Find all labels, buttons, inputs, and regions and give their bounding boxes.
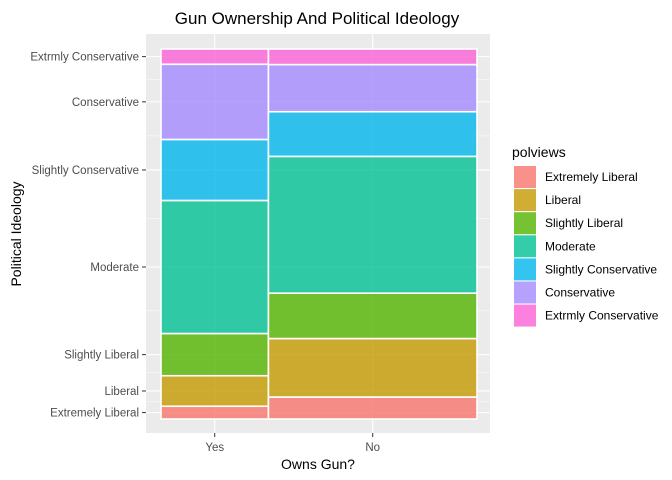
legend-title: polviews	[512, 144, 566, 160]
legend-label-slightly-liberal: Slightly Liberal	[545, 216, 623, 230]
tile-no-extrmly-conservative	[267, 48, 478, 66]
tile-yes-slightly-liberal	[160, 332, 270, 377]
chart-title: Gun Ownership And Political Ideology	[175, 9, 460, 28]
legend-label-conservative: Conservative	[545, 286, 615, 300]
y-tick-label: Extrmly Conservative	[30, 52, 139, 64]
x-tick-label: No	[365, 442, 380, 454]
y-tick-label: Slightly Conservative	[32, 165, 139, 177]
legend-key-extremely-liberal	[514, 166, 536, 188]
tile-yes-liberal	[160, 374, 270, 408]
y-tick-label: Slightly Liberal	[64, 350, 139, 362]
tile-no-slightly-liberal	[267, 292, 478, 340]
tile-no-liberal	[267, 337, 478, 398]
y-tick-label: Conservative	[72, 97, 139, 109]
x-tick-label: Yes	[205, 442, 224, 454]
y-tick-label: Extremely Liberal	[50, 408, 139, 420]
tile-yes-extrmly-conservative	[160, 48, 270, 66]
y-tick-label: Liberal	[104, 386, 139, 398]
legend-key-slightly-conservative	[514, 258, 536, 281]
legend-label-slightly-conservative: Slightly Conservative	[545, 262, 657, 276]
legend-label-extrmly-conservative: Extrmly Conservative	[545, 309, 659, 323]
tile-no-extremely-liberal	[267, 396, 478, 420]
legend-label-extremely-liberal: Extremely Liberal	[545, 170, 638, 184]
tile-yes-conservative	[160, 63, 270, 141]
legend-key-conservative	[514, 281, 536, 304]
legend-key-liberal	[514, 189, 536, 212]
mosaic-tiles	[160, 48, 478, 420]
tile-no-moderate	[267, 155, 478, 294]
tile-no-slightly-conservative	[267, 110, 478, 158]
tile-yes-moderate	[160, 199, 270, 335]
legend-label-liberal: Liberal	[545, 193, 581, 207]
legend-key-slightly-liberal	[514, 212, 536, 235]
legend-key-extrmly-conservative	[514, 304, 536, 327]
x-axis-title: Owns Gun?	[281, 456, 355, 472]
tile-yes-slightly-conservative	[160, 138, 270, 202]
y-axis-title: Political Ideology	[8, 181, 24, 286]
y-tick-label: Moderate	[90, 262, 139, 274]
tile-no-conservative	[267, 63, 478, 113]
legend-key-moderate	[514, 235, 536, 258]
tile-yes-extremely-liberal	[160, 405, 270, 420]
y-axis: Extremely Liberal Liberal Slightly Liberal…	[30, 52, 146, 420]
legend: polviews Extremely Liberal Liberal Slightl…	[512, 144, 659, 327]
legend-label-moderate: Moderate	[545, 239, 596, 253]
x-axis: Yes No	[205, 433, 380, 454]
